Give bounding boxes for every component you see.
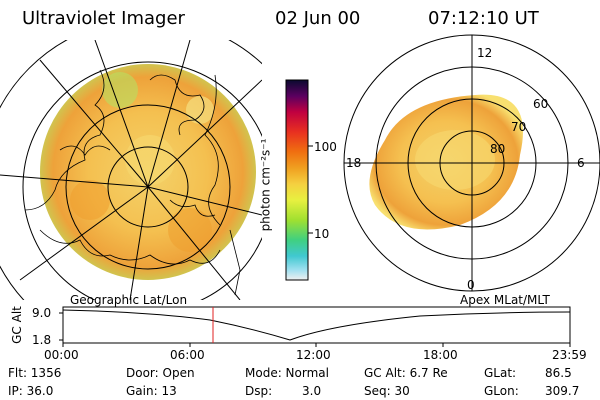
colorbar-scale (285, 79, 309, 281)
glat-label: GLat: (484, 366, 517, 380)
altitude-curve (62, 309, 571, 341)
glon-value: 309.7 (545, 384, 580, 398)
lat-label-60: 60 (533, 97, 549, 111)
timeline-plot (59, 306, 571, 347)
timeline-yaxis-label: GC Alt (9, 306, 24, 344)
colorbar-tick-10: 10 (314, 227, 330, 241)
mlt-label-18: 18 (346, 156, 362, 170)
lat-label-80: 80 (490, 142, 506, 156)
dsp-label: Dsp: (245, 384, 273, 398)
flight-number: Flt: 1356 (8, 366, 62, 380)
dsp-value: 3.0 (302, 384, 322, 398)
timeline-xtick-1800: 18:00 (423, 348, 458, 362)
timeline-xtick-0000: 00:00 (44, 348, 79, 362)
timeline-left-label: Geographic Lat/Lon (70, 293, 188, 307)
mode-value: Mode: Normal (245, 366, 329, 380)
instrument-title: Ultraviolet Imager (22, 8, 185, 29)
ip-value: IP: 36.0 (8, 384, 54, 398)
geographic-image (0, 40, 262, 300)
lat-label-70: 70 (511, 120, 527, 134)
gc-altitude: GC Alt: 6.7 Re (364, 366, 448, 380)
timeline-xtick-0600: 06:00 (170, 348, 205, 362)
timeline-ytick-min: 1.8 (32, 333, 52, 347)
colorbar (285, 79, 313, 281)
gain-value: Gain: 13 (126, 384, 177, 398)
timeline-xtick-1200: 12:00 (296, 348, 331, 362)
glat-value: 86.5 (545, 366, 572, 380)
mlt-label-12: 12 (477, 46, 493, 60)
polar-plot (343, 34, 600, 292)
date-label: 02 Jun 00 (275, 8, 361, 29)
glon-label: GLon: (484, 384, 519, 398)
timeline-ytick-max: 9.0 (32, 306, 52, 320)
mlt-label-0: 0 (467, 278, 475, 292)
time-label: 07:12:10 UT (428, 8, 539, 29)
colorbar-tick-100: 100 (314, 140, 337, 154)
timeline-right-label: Apex MLat/MLT (460, 293, 550, 307)
sequence-number: Seq: 30 (364, 384, 410, 398)
door-status: Door: Open (126, 366, 195, 380)
mlt-label-6: 6 (577, 156, 585, 170)
colorbar-unit-label: photon cm⁻²s⁻¹ (258, 138, 273, 232)
timeline-xtick-2359: 23:59 (552, 348, 587, 362)
